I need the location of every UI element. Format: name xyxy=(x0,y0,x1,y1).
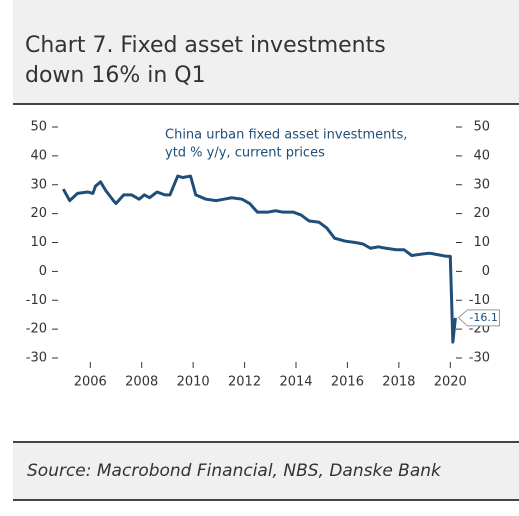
y2-tick-label: 20 xyxy=(473,206,490,221)
y-tick-label: 20 xyxy=(30,206,47,221)
data-label: -16.1 xyxy=(469,311,497,324)
x-tick-label: 2010 xyxy=(177,375,210,390)
source-band xyxy=(13,442,519,500)
x-tick-label: 2006 xyxy=(74,375,107,390)
chart-title: Chart 7. Fixed asset investments xyxy=(25,33,386,58)
y2-tick-label: 30 xyxy=(473,177,490,192)
x-tick-label: 2018 xyxy=(382,375,415,390)
y-tick-label: -30 xyxy=(26,351,47,366)
annotation: ytd % y/y, current prices xyxy=(165,146,325,161)
y-tick-label: -20 xyxy=(26,322,47,337)
y2-tick-label: -30 xyxy=(469,351,490,366)
annotation: China urban fixed asset investments, xyxy=(165,128,407,143)
x-tick-label: 2016 xyxy=(331,375,364,390)
x-tick-label: 2012 xyxy=(228,375,261,390)
y2-tick-label: -10 xyxy=(469,293,490,308)
x-tick-label: 2008 xyxy=(125,375,158,390)
y-tick-label: 50 xyxy=(30,120,47,135)
y2-tick-label: 10 xyxy=(473,235,490,250)
y-tick-label: 30 xyxy=(30,177,47,192)
y2-tick-label: 0 xyxy=(482,264,490,279)
title-band xyxy=(13,0,519,104)
callout-box xyxy=(457,309,500,327)
y-tick-label: -10 xyxy=(26,293,47,308)
x-tick-label: 2014 xyxy=(279,375,312,390)
data-line xyxy=(61,174,457,344)
y-tick-label: 40 xyxy=(30,148,47,163)
y2-tick-label: 50 xyxy=(473,120,490,135)
x-tick-label: 2020 xyxy=(434,375,467,390)
y-tick-label: 10 xyxy=(30,235,47,250)
chart-title: down 16% in Q1 xyxy=(25,63,206,88)
y-tick-label: 0 xyxy=(39,264,47,279)
y2-tick-label: 40 xyxy=(473,148,490,163)
source: Source: Macrobond Financial, NBS, Danske… xyxy=(27,461,442,481)
